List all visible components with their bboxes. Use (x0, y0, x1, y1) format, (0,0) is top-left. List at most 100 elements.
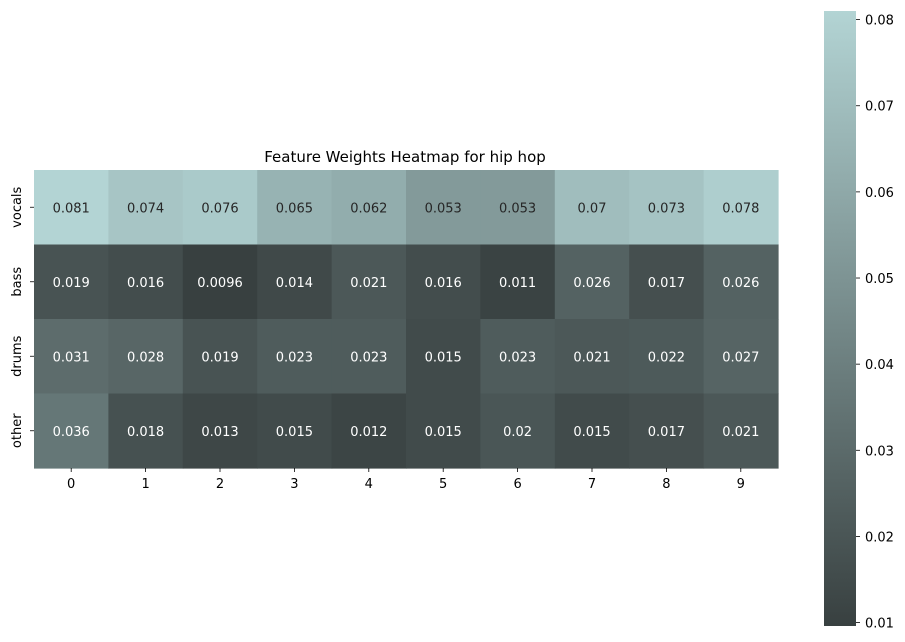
cell-value-label: 0.019 (53, 276, 90, 291)
cell-value-label: 0.031 (53, 350, 90, 365)
x-tick-label: 5 (439, 477, 447, 492)
heatmap-cell (182, 170, 258, 246)
cell-value-label: 0.021 (350, 276, 387, 291)
heatmap-cell (331, 393, 407, 469)
colorbar-gradient (824, 11, 856, 626)
cell-value-label: 0.074 (127, 201, 164, 216)
cell-value-label: 0.053 (499, 201, 536, 216)
cell-value-label: 0.07 (578, 201, 607, 216)
colorbar-tick-label: 0.08 (865, 14, 894, 29)
heatmap-cell (406, 244, 481, 320)
cell-value-label: 0.073 (648, 201, 685, 216)
cell-value-label: 0.012 (350, 425, 387, 440)
heatmap-cell (34, 244, 109, 320)
cell-value-label: 0.017 (648, 425, 685, 440)
cell-value-label: 0.0096 (197, 276, 243, 291)
heatmap-cell (629, 244, 705, 320)
heatmap-cell (406, 319, 481, 395)
y-tick-label: drums (10, 335, 25, 376)
heatmap-cell (554, 170, 630, 246)
heatmap-cell (554, 393, 630, 469)
x-tick-label: 8 (662, 477, 670, 492)
cell-value-label: 0.027 (722, 350, 759, 365)
x-tick-label: 1 (141, 477, 149, 492)
heatmap-cell (108, 170, 184, 246)
heatmap-cell (480, 170, 556, 246)
colorbar-tick-label: 0.04 (865, 358, 894, 373)
cell-value-label: 0.018 (127, 425, 164, 440)
cell-value-label: 0.021 (722, 425, 759, 440)
heatmap-cell (34, 319, 109, 395)
colorbar-tick-label: 0.06 (865, 186, 894, 201)
cell-value-label: 0.023 (499, 350, 536, 365)
cell-value-label: 0.015 (425, 350, 462, 365)
cell-value-label: 0.053 (425, 201, 462, 216)
heatmap-cell (257, 244, 333, 320)
cell-value-label: 0.021 (573, 350, 610, 365)
y-tick-label: other (10, 413, 25, 448)
cell-value-label: 0.011 (499, 276, 536, 291)
colorbar-tick-label: 0.02 (865, 530, 894, 545)
heatmap-cell (480, 319, 556, 395)
heatmap-cell (257, 319, 333, 395)
colorbar-tick-label: 0.03 (865, 444, 894, 459)
cell-value-label: 0.036 (53, 425, 90, 440)
cell-value-label: 0.016 (425, 276, 462, 291)
colorbar: 0.01 0.02 0.03 0.04 0.05 0.06 0.07 0.08 (824, 11, 894, 632)
heatmap-cell (257, 170, 333, 246)
cell-value-label: 0.02 (503, 425, 532, 440)
cell-value-label: 0.078 (722, 201, 759, 216)
heatmap-cell (480, 393, 556, 469)
heatmap-cell (108, 244, 184, 320)
colorbar-tick-label: 0.05 (865, 272, 894, 287)
colorbar-tick-label: 0.07 (865, 100, 894, 115)
heatmap-cell (331, 244, 407, 320)
cell-value-label: 0.023 (276, 350, 313, 365)
heatmap-cell (406, 393, 481, 469)
cell-value-label: 0.081 (53, 201, 90, 216)
colorbar-tick-label: 0.01 (865, 617, 894, 632)
heatmap-cells: 0.081 0.074 0.076 0.065 0.062 0.053 0.053 0.07 0… (34, 170, 779, 469)
x-tick-label: 7 (588, 477, 596, 492)
heatmap-cell (34, 393, 109, 469)
cell-value-label: 0.015 (425, 425, 462, 440)
heatmap-cell (331, 319, 407, 395)
x-tick-label: 0 (67, 477, 75, 492)
heatmap-cell (629, 319, 705, 395)
x-tick-label: 4 (365, 477, 373, 492)
y-axis-ticks: vocals bass drums other (10, 186, 34, 448)
x-tick-label: 3 (290, 477, 298, 492)
cell-value-label: 0.019 (201, 350, 238, 365)
x-tick-label: 2 (216, 477, 224, 492)
heatmap-cell (703, 393, 779, 469)
x-tick-label: 9 (737, 477, 745, 492)
cell-value-label: 0.023 (350, 350, 387, 365)
cell-value-label: 0.013 (201, 425, 238, 440)
cell-value-label: 0.015 (276, 425, 313, 440)
cell-value-label: 0.026 (722, 276, 759, 291)
x-tick-label: 6 (513, 477, 521, 492)
heatmap-cell (182, 393, 258, 469)
cell-value-label: 0.065 (276, 201, 313, 216)
x-axis-ticks: 0 1 2 3 4 5 6 7 8 9 (67, 468, 745, 492)
heatmap-cell (182, 244, 258, 320)
cell-value-label: 0.028 (127, 350, 164, 365)
cell-value-label: 0.022 (648, 350, 685, 365)
y-tick-label: vocals (10, 186, 25, 227)
cell-value-label: 0.014 (276, 276, 313, 291)
heatmap-cell (108, 319, 184, 395)
chart-title: Feature Weights Heatmap for hip hop (264, 148, 546, 166)
cell-value-label: 0.016 (127, 276, 164, 291)
cell-value-label: 0.017 (648, 276, 685, 291)
heatmap-cell (257, 393, 333, 469)
heatmap-cell (34, 170, 109, 246)
heatmap-cell (629, 170, 705, 246)
heatmap-cell (703, 244, 779, 320)
cell-value-label: 0.015 (573, 425, 610, 440)
heatmap-cell (331, 170, 407, 246)
cell-value-label: 0.062 (350, 201, 387, 216)
cell-value-label: 0.076 (201, 201, 238, 216)
heatmap-cell (703, 170, 779, 246)
heatmap-cell (629, 393, 705, 469)
